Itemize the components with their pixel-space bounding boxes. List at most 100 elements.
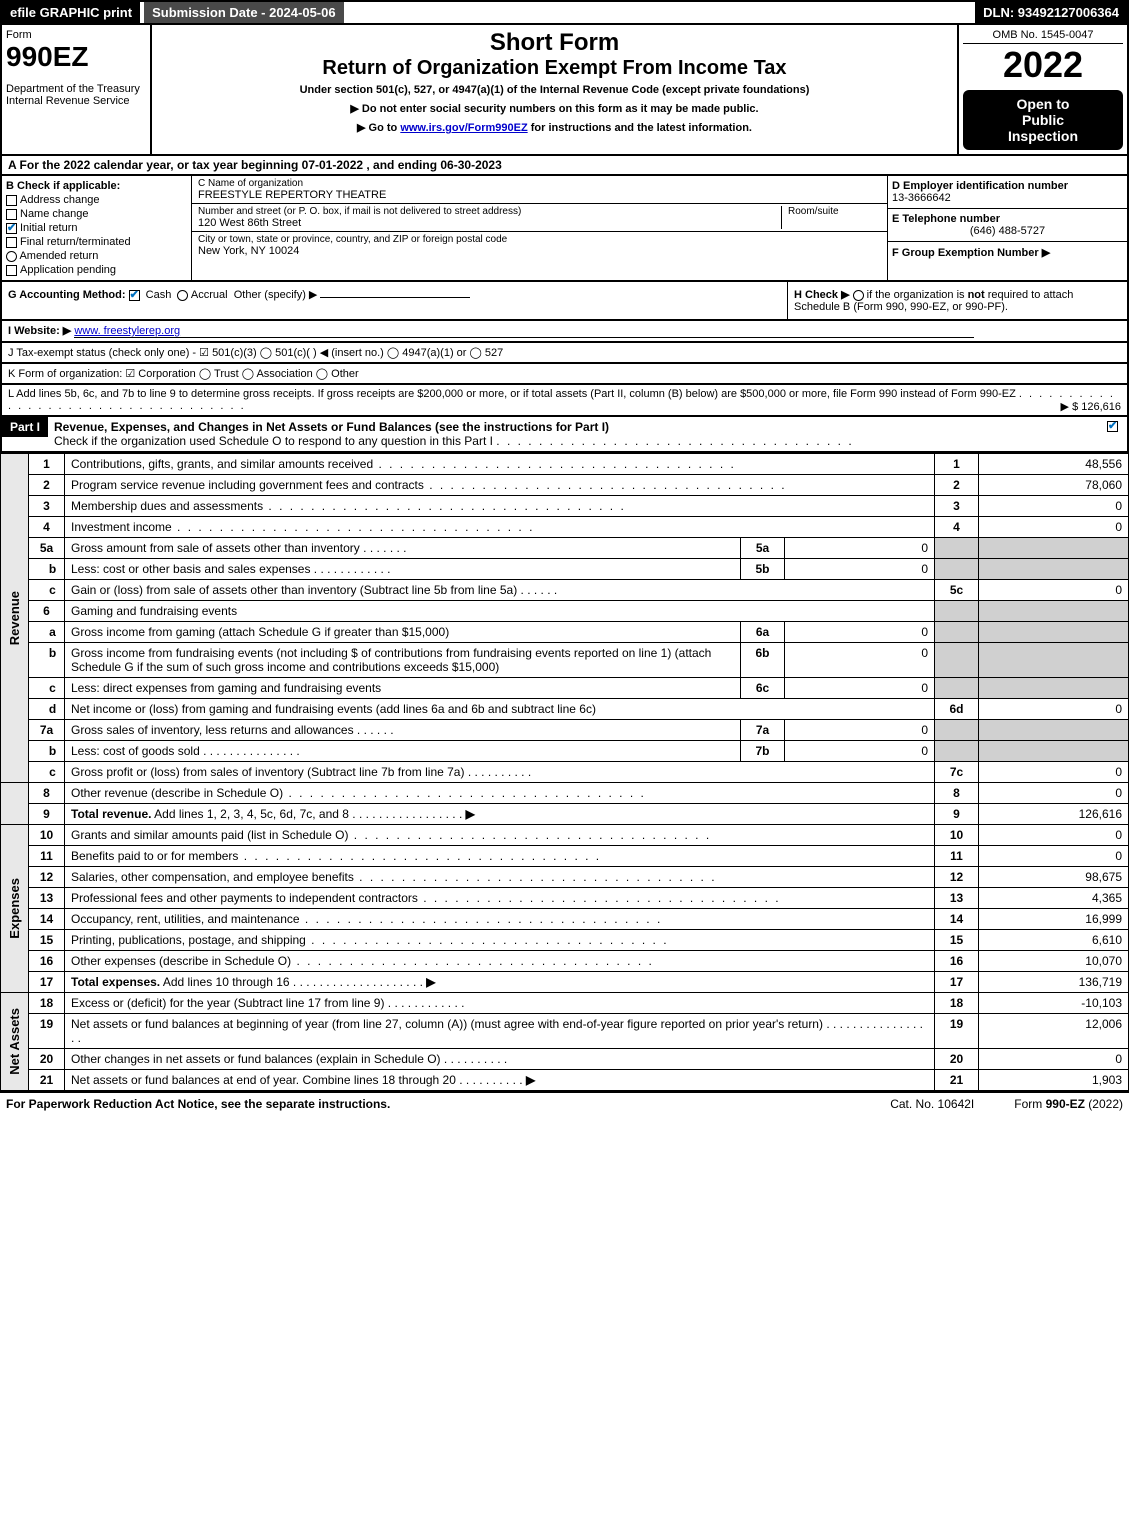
amt-3: 0 <box>979 496 1129 517</box>
footer-notice: For Paperwork Reduction Act Notice, see … <box>6 1097 390 1111</box>
row-l-amount: ▶ $ 126,616 <box>1061 400 1121 413</box>
expenses-side-label: Expenses <box>1 825 29 993</box>
chk-schedule-b[interactable] <box>853 290 864 301</box>
amt-5c: 0 <box>979 580 1129 601</box>
amt-7b: 0 <box>785 741 935 762</box>
col-b-header: B Check if applicable: <box>6 180 187 192</box>
org-name-label: C Name of organization <box>198 178 881 189</box>
under-section: Under section 501(c), 527, or 4947(a)(1)… <box>156 84 953 96</box>
omb-number: OMB No. 1545-0047 <box>963 29 1123 44</box>
chk-initial-return[interactable] <box>6 223 17 234</box>
amt-5b: 0 <box>785 559 935 580</box>
amt-20: 0 <box>979 1049 1129 1070</box>
ein-label: D Employer identification number <box>892 180 1123 192</box>
city-state-zip: New York, NY 10024 <box>198 245 881 257</box>
short-form-title: Short Form <box>156 29 953 57</box>
amt-6b: 0 <box>785 643 935 678</box>
website-label: I Website: ▶ <box>8 325 71 337</box>
irs-link[interactable]: www.irs.gov/Form990EZ <box>400 122 527 134</box>
amt-6d: 0 <box>979 699 1129 720</box>
form-header: Form 990EZ Department of the Treasury In… <box>0 25 1129 156</box>
row-l-gross-receipts: L Add lines 5b, 6c, and 7b to line 9 to … <box>0 385 1129 417</box>
chk-cash[interactable] <box>129 290 140 301</box>
website-link[interactable]: www. freestylerep.org <box>74 325 974 338</box>
amt-5a: 0 <box>785 538 935 559</box>
ein-value: 13-3666642 <box>892 192 1123 204</box>
row-i-website: I Website: ▶ www. freestylerep.org <box>0 321 1129 343</box>
amt-7c: 0 <box>979 762 1129 783</box>
return-title: Return of Organization Exempt From Incom… <box>156 57 953 80</box>
form-label: Form <box>6 29 146 41</box>
chk-final-return[interactable] <box>6 237 17 248</box>
amt-15: 6,610 <box>979 930 1129 951</box>
chk-accrual[interactable] <box>177 290 188 301</box>
submission-date: Submission Date - 2024-05-06 <box>144 2 344 23</box>
chk-name-change[interactable] <box>6 209 17 220</box>
header-center: Short Form Return of Organization Exempt… <box>152 25 957 154</box>
col-b-checkboxes: B Check if applicable: Address change Na… <box>2 176 192 280</box>
amt-21: 1,903 <box>979 1070 1129 1091</box>
section-gh: G Accounting Method: Cash Accrual Other … <box>0 282 1129 321</box>
amt-4: 0 <box>979 517 1129 538</box>
org-name: FREESTYLE REPERTORY THEATRE <box>198 189 881 201</box>
street-address: 120 West 86th Street <box>198 217 781 229</box>
amt-19: 12,006 <box>979 1014 1129 1049</box>
form-number: 990EZ <box>6 41 146 73</box>
row-k-form-org: K Form of organization: ☑ Corporation ◯ … <box>0 364 1129 385</box>
section-bcd: B Check if applicable: Address change Na… <box>0 176 1129 282</box>
footer-catno: Cat. No. 10642I <box>890 1097 974 1111</box>
amt-11: 0 <box>979 846 1129 867</box>
amt-14: 16,999 <box>979 909 1129 930</box>
open-to-public: Open to Public Inspection <box>963 90 1123 150</box>
instruction-goto: ▶ Go to www.irs.gov/Form990EZ for instru… <box>156 121 953 134</box>
chk-address-change[interactable] <box>6 195 17 206</box>
amt-17: 136,719 <box>979 972 1129 993</box>
chk-schedule-o-part1[interactable] <box>1107 421 1118 432</box>
instruction-ssn: ▶ Do not enter social security numbers o… <box>156 102 953 115</box>
top-bar: efile GRAPHIC print Submission Date - 20… <box>0 0 1129 25</box>
group-exemption-label: F Group Exemption Number ▶ <box>892 246 1123 259</box>
chk-app-pending[interactable] <box>6 265 17 276</box>
dln: DLN: 93492127006364 <box>975 2 1127 23</box>
street-label: Number and street (or P. O. box, if mail… <box>198 206 781 217</box>
city-label: City or town, state or province, country… <box>198 234 881 245</box>
footer-form: Form 990-EZ (2022) <box>1014 1097 1123 1111</box>
amt-9: 126,616 <box>979 804 1129 825</box>
tel-label: E Telephone number <box>892 213 1123 225</box>
other-specify-field[interactable] <box>320 297 470 298</box>
lines-table: Revenue 1 Contributions, gifts, grants, … <box>0 453 1129 1091</box>
page-footer: For Paperwork Reduction Act Notice, see … <box>0 1091 1129 1115</box>
amt-1: 48,556 <box>979 454 1129 475</box>
amt-16: 10,070 <box>979 951 1129 972</box>
part-1-title: Revenue, Expenses, and Changes in Net As… <box>48 417 1101 451</box>
amt-6c: 0 <box>785 678 935 699</box>
header-right: OMB No. 1545-0047 2022 Open to Public In… <box>957 25 1127 154</box>
amt-12: 98,675 <box>979 867 1129 888</box>
amt-2: 78,060 <box>979 475 1129 496</box>
tax-year: 2022 <box>963 44 1123 86</box>
h-label: H Check ▶ <box>794 289 850 301</box>
col-c-org-info: C Name of organization FREESTYLE REPERTO… <box>192 176 887 280</box>
col-h: H Check ▶ if the organization is not req… <box>787 282 1127 319</box>
part-1-header: Part I Revenue, Expenses, and Changes in… <box>0 417 1129 453</box>
amt-8: 0 <box>979 783 1129 804</box>
col-g: G Accounting Method: Cash Accrual Other … <box>2 282 787 319</box>
header-left: Form 990EZ Department of the Treasury In… <box>2 25 152 154</box>
dept-treasury: Department of the Treasury <box>6 83 146 95</box>
amt-18: -10,103 <box>979 993 1129 1014</box>
accounting-method-label: G Accounting Method: <box>8 289 126 301</box>
row-j-tax-exempt: J Tax-exempt status (check only one) - ☑… <box>0 343 1129 364</box>
amt-10: 0 <box>979 825 1129 846</box>
amt-6a: 0 <box>785 622 935 643</box>
tel-value: (646) 488-5727 <box>892 225 1123 237</box>
part-1-label: Part I <box>2 417 48 437</box>
row-l-text: L Add lines 5b, 6c, and 7b to line 9 to … <box>8 388 1016 400</box>
room-label: Room/suite <box>788 206 881 217</box>
revenue-side-label: Revenue <box>1 454 29 783</box>
netassets-side-label: Net Assets <box>1 993 29 1091</box>
amt-7a: 0 <box>785 720 935 741</box>
irs-label: Internal Revenue Service <box>6 95 146 107</box>
chk-amended-return[interactable] <box>6 251 17 262</box>
efile-print-label[interactable]: efile GRAPHIC print <box>2 2 140 23</box>
row-a-tax-year: A For the 2022 calendar year, or tax yea… <box>0 156 1129 176</box>
